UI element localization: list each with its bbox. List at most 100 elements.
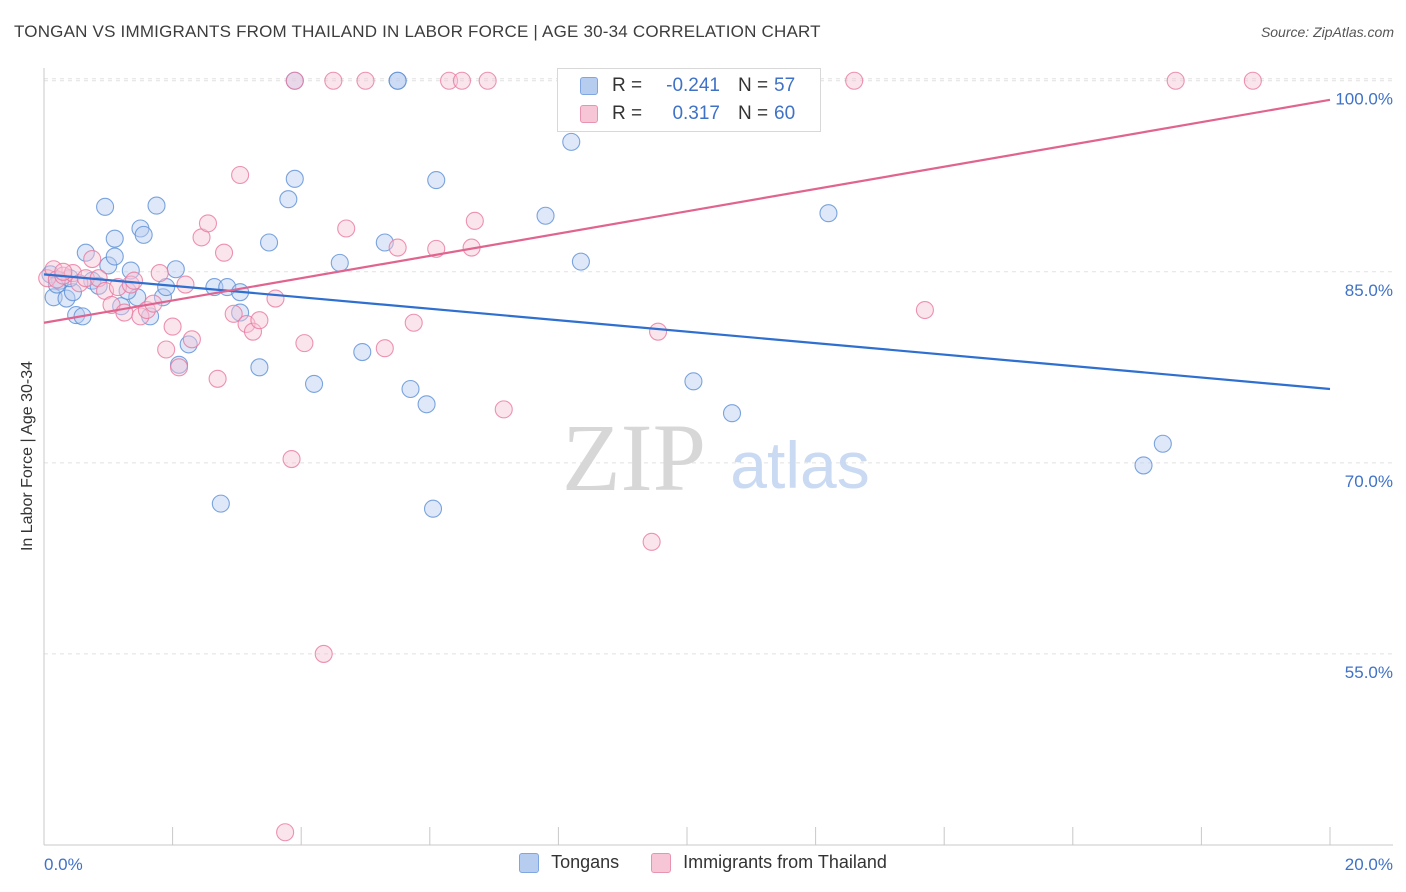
legend-item-thailand[interactable]: Immigrants from Thailand <box>651 852 887 873</box>
data-point <box>285 169 304 188</box>
axes <box>43 68 1393 846</box>
data-point <box>1134 456 1153 475</box>
data-point <box>166 260 185 279</box>
legend-swatch-pink <box>651 852 672 873</box>
data-point <box>465 211 484 230</box>
y-tick-label: 70.0% <box>1345 472 1393 491</box>
data-point <box>105 229 124 248</box>
data-point <box>150 264 169 283</box>
data-point <box>330 253 349 272</box>
data-point <box>452 71 472 90</box>
legend-swatch-blue <box>519 852 540 873</box>
legend-label: Immigrants from Thailand <box>683 852 887 872</box>
data-point <box>211 494 230 513</box>
legend-row-tongans: R = -0.241 N = 57 <box>580 73 795 99</box>
data-point <box>427 171 446 190</box>
data-point <box>536 206 555 225</box>
data-point <box>131 307 150 326</box>
data-point <box>224 304 243 323</box>
data-point <box>417 395 436 414</box>
data-point <box>337 219 356 238</box>
tick-labels: 55.0% 70.0% 85.0% 100.0% 0.0% 20.0% <box>44 90 1393 874</box>
data-point <box>169 358 189 377</box>
data-point <box>83 250 102 269</box>
r-label: R = <box>612 103 643 124</box>
data-point <box>121 261 140 280</box>
r-value: -0.241 <box>666 75 720 96</box>
data-point <box>478 71 497 90</box>
data-point <box>819 204 838 223</box>
legend-row-thailand: R = 0.317 N = 60 <box>580 101 795 127</box>
data-point <box>314 644 333 663</box>
data-point <box>198 214 218 233</box>
data-point <box>404 313 423 332</box>
data-point <box>157 340 176 359</box>
trend-line <box>43 273 1331 391</box>
x-tick-label: 0.0% <box>44 855 83 874</box>
trend-line <box>43 98 1331 324</box>
data-point <box>494 400 513 419</box>
watermark-zip: ZIP <box>562 404 706 511</box>
data-point <box>115 303 134 322</box>
data-point <box>134 225 153 244</box>
r-value: 0.317 <box>672 103 720 124</box>
grid-lines <box>44 78 1393 655</box>
n-value: 60 <box>774 103 796 124</box>
data-point <box>571 252 590 271</box>
data-point <box>250 358 269 377</box>
trend-lines <box>43 98 1331 391</box>
data-point <box>305 374 324 393</box>
data-point <box>176 275 195 294</box>
data-point <box>375 339 394 358</box>
data-point <box>562 132 581 151</box>
y-tick-label: 55.0% <box>1345 663 1393 682</box>
data-point <box>353 343 372 362</box>
data-point <box>179 335 198 354</box>
data-point <box>285 71 304 90</box>
legend-swatch-pink <box>580 105 598 123</box>
data-point <box>642 532 661 551</box>
data-point <box>1166 71 1185 90</box>
legend-swatch-blue <box>580 77 598 95</box>
data-point <box>915 300 934 320</box>
data-point <box>356 71 375 90</box>
data-point <box>423 499 443 518</box>
r-label: R = <box>612 75 643 96</box>
data-point <box>259 233 279 252</box>
data-point <box>205 278 224 297</box>
watermark-atlas: atlas <box>730 428 869 502</box>
data-point <box>243 322 263 341</box>
data-point <box>440 71 459 90</box>
data-point <box>163 317 182 336</box>
data-point <box>96 197 115 216</box>
data-point <box>266 289 285 308</box>
x-tick-label: 20.0% <box>1345 855 1393 874</box>
data-point <box>279 190 298 209</box>
data-point <box>649 322 668 341</box>
data-point <box>124 271 144 290</box>
data-point <box>214 243 234 262</box>
data-point <box>388 71 407 90</box>
data-point <box>845 71 864 90</box>
data-point <box>57 289 76 308</box>
data-point <box>208 369 227 388</box>
data-point <box>1153 434 1172 453</box>
data-point <box>182 330 201 349</box>
n-label: N = <box>738 103 769 124</box>
data-point <box>231 303 250 322</box>
legend-item-tongans[interactable]: Tongans <box>519 852 619 873</box>
data-point <box>324 71 343 90</box>
y-tick-label: 85.0% <box>1345 281 1393 300</box>
data-point <box>722 404 742 423</box>
legend-label: Tongans <box>551 852 620 872</box>
y-tick-label: 100.0% <box>1335 90 1393 109</box>
data-point <box>295 334 314 353</box>
data-point <box>105 247 124 266</box>
data-point <box>76 243 95 262</box>
data-point <box>282 449 301 469</box>
watermark: ZIP atlas <box>562 404 870 511</box>
data-point <box>388 238 407 257</box>
data-point <box>1243 71 1262 90</box>
data-point <box>54 262 73 281</box>
